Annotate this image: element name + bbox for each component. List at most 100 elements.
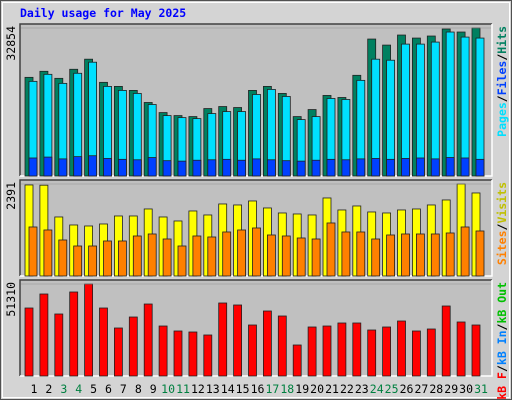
bar [248, 324, 257, 377]
bar [222, 158, 232, 177]
x-tick-label: 2 [45, 382, 52, 396]
x-tick-label: 22 [340, 382, 354, 396]
legend-separator: / [495, 365, 509, 372]
bar [43, 229, 53, 277]
x-tick-label: 12 [191, 382, 205, 396]
bar [207, 236, 217, 277]
x-tick-label: 3 [60, 382, 67, 396]
y-tick-label: 2391 [4, 182, 18, 210]
bar [296, 237, 306, 277]
bar [177, 245, 187, 277]
bar [69, 291, 79, 377]
bar [356, 158, 366, 177]
x-tick-label: 6 [105, 382, 112, 396]
bar [401, 158, 410, 177]
bar [262, 310, 272, 377]
x-tick-label: 17 [265, 382, 279, 396]
bar [39, 293, 49, 377]
bar [326, 158, 336, 177]
bar [222, 231, 232, 277]
legend-separator: / [495, 95, 509, 102]
bar [326, 222, 336, 277]
bar [371, 158, 381, 177]
x-tick-label: 9 [150, 382, 157, 396]
bar [386, 234, 396, 277]
bar [281, 160, 291, 177]
bar [352, 322, 362, 377]
bar [460, 157, 470, 177]
bar [311, 159, 321, 177]
bar [415, 233, 425, 277]
bar [292, 344, 302, 377]
x-tick-label: 11 [176, 382, 190, 396]
x-tick-label: 21 [325, 382, 339, 396]
legend-entry: Files [495, 61, 509, 96]
bar [147, 233, 157, 277]
chart-title: Daily usage for May 2025 [20, 6, 186, 20]
legend: Sites/Visits [495, 182, 509, 265]
x-tick-label: 5 [90, 382, 97, 396]
bar [426, 328, 436, 377]
legend-entry: kB Out [495, 282, 509, 324]
bar [58, 158, 68, 177]
bar [277, 315, 287, 377]
bar [88, 245, 97, 277]
bar [415, 157, 425, 177]
bar [430, 158, 440, 177]
bar [162, 160, 172, 177]
y-tick-label: 51310 [4, 282, 18, 317]
bar [475, 37, 485, 177]
bar [84, 283, 93, 377]
bar [252, 227, 261, 277]
bar [397, 320, 406, 377]
bar [73, 156, 83, 177]
bar [118, 158, 127, 177]
bar [103, 240, 112, 277]
bar [415, 43, 425, 177]
bar [460, 226, 470, 277]
x-tick-label: 4 [75, 382, 82, 396]
bar [445, 157, 455, 177]
x-tick-label: 13 [206, 382, 220, 396]
bar [162, 238, 172, 277]
bar [386, 158, 396, 177]
bar [266, 234, 276, 277]
legend: Pages/Files/Hits [495, 26, 509, 137]
bar [173, 330, 183, 377]
bar [114, 327, 123, 377]
bar [382, 326, 392, 377]
bar [337, 322, 347, 377]
bar [475, 158, 485, 177]
legend-entry: Sites [495, 230, 509, 265]
bar [43, 156, 53, 177]
bar [218, 302, 228, 377]
x-tick-label: 23 [355, 382, 369, 396]
bar [188, 331, 198, 377]
panel-shadow [19, 279, 492, 376]
bar [411, 330, 421, 377]
x-tick-label: 15 [236, 382, 250, 396]
x-tick-label: 29 [444, 382, 458, 396]
x-tick-label: 24 [370, 382, 384, 396]
x-tick-label: 7 [120, 382, 127, 396]
panel-shadow [19, 23, 492, 176]
bar [322, 325, 332, 377]
x-tick-label: 8 [135, 382, 142, 396]
legend-separator: / [495, 54, 509, 61]
bar [118, 240, 127, 277]
bar [252, 158, 261, 177]
bar [456, 321, 466, 377]
bar [430, 233, 440, 277]
bar [24, 307, 34, 377]
bar [132, 159, 142, 177]
bar [341, 231, 351, 277]
bar [233, 304, 243, 377]
bar [471, 324, 481, 377]
bar [147, 157, 157, 177]
bar [430, 41, 440, 177]
bar [143, 303, 153, 377]
bar [132, 235, 142, 277]
